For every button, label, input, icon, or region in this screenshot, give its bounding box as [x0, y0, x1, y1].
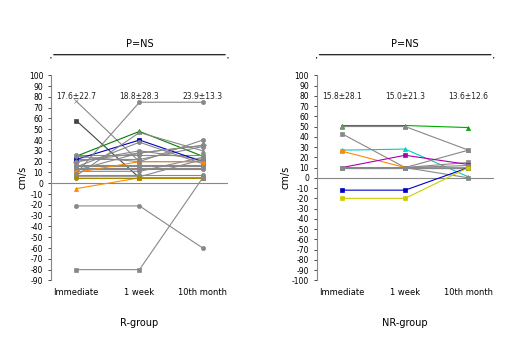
Text: 18.8±28.3: 18.8±28.3 — [120, 92, 159, 101]
Text: 15.8±28.1: 15.8±28.1 — [322, 92, 362, 101]
Text: 17.6±22.7: 17.6±22.7 — [56, 92, 96, 101]
Text: 15.0±21.3: 15.0±21.3 — [385, 92, 425, 101]
Y-axis label: cm/s: cm/s — [17, 166, 27, 189]
Text: P=NS: P=NS — [126, 39, 153, 49]
Text: NR-group: NR-group — [382, 318, 428, 328]
Text: P=NS: P=NS — [391, 39, 419, 49]
Text: R-group: R-group — [120, 318, 159, 328]
Text: 13.6±12.6: 13.6±12.6 — [448, 92, 489, 101]
Text: 23.9±13.3: 23.9±13.3 — [183, 92, 223, 101]
Y-axis label: cm/s: cm/s — [280, 166, 290, 189]
